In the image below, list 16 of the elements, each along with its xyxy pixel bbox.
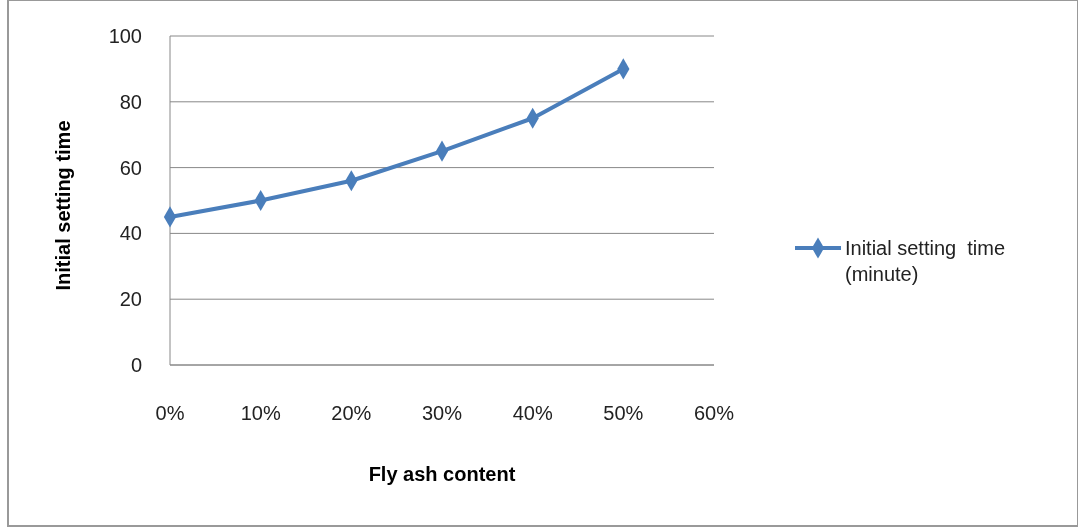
y-tick-label: 0 — [130, 354, 142, 376]
x-tick-label: 10% — [240, 402, 281, 424]
legend-label: Initial setting time (minute) — [845, 237, 1006, 285]
x-tick-label: 0% — [155, 402, 185, 424]
y-tick-label: 80 — [119, 90, 142, 113]
y-tick-label: 100 — [108, 25, 142, 47]
y-tick-label: 20 — [119, 288, 142, 311]
y-tick-label: 40 — [119, 222, 142, 245]
x-tick-label: 30% — [421, 402, 463, 424]
y-tick-label: 60 — [119, 156, 142, 179]
y-axis-title: Initial setting time — [52, 120, 74, 291]
x-axis-title: Fly ash content — [368, 463, 516, 485]
x-tick-label: 60% — [693, 402, 735, 424]
x-tick-label: 40% — [512, 402, 553, 424]
x-tick-label: 20% — [331, 402, 372, 424]
x-tick-label: 50% — [603, 402, 644, 424]
